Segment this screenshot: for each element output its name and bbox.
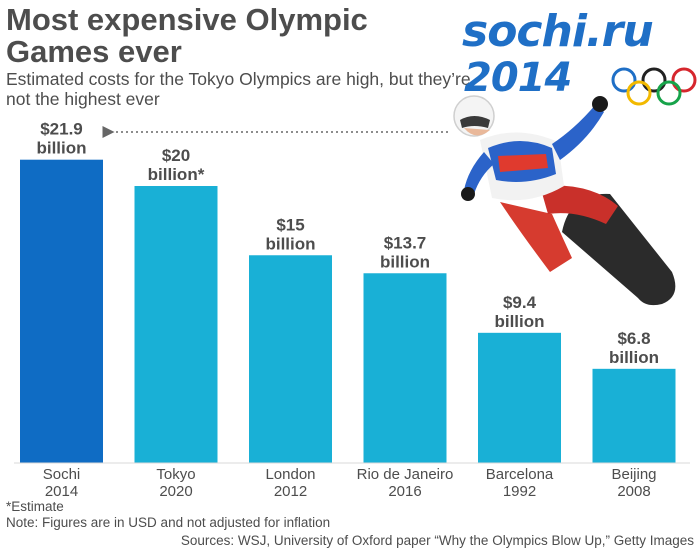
category-label: London (265, 466, 315, 483)
data-label-value: $13.7 (384, 233, 427, 252)
category-label: 1992 (503, 483, 536, 500)
data-label-unit: billion (494, 312, 544, 331)
snowboard-icon (562, 193, 676, 306)
category-label: 2016 (388, 483, 421, 500)
sources-note: Sources: WSJ, University of Oxford paper… (180, 533, 694, 548)
inflation-note: Note: Figures are in USD and not adjuste… (6, 515, 331, 530)
chart-title: Most expensive Olympic Games ever (6, 2, 368, 69)
bar (20, 159, 103, 463)
data-label-value: $21.9 (40, 120, 83, 139)
data-label-unit: billion (380, 252, 430, 271)
bar (478, 332, 561, 463)
data-label-value: $6.8 (617, 329, 650, 348)
bar (363, 273, 447, 463)
estimate-footnote: *Estimate (6, 499, 64, 514)
olympic-rings-icon (611, 67, 697, 106)
bar (592, 368, 676, 463)
category-label: 2014 (45, 483, 78, 500)
category-label: 2020 (159, 483, 192, 500)
data-label-unit: billion* (148, 165, 205, 184)
data-label-unit: billion (609, 348, 659, 367)
data-label-value: $15 (276, 215, 304, 234)
category-label: Rio de Janeiro (357, 466, 454, 483)
bar (249, 255, 332, 463)
data-label-unit: billion (265, 234, 315, 253)
category-label: Tokyo (156, 466, 195, 483)
bar (134, 186, 218, 463)
logo-wordmark-bottom: 2014 (464, 55, 572, 101)
category-label: 2012 (274, 483, 307, 500)
chart-subtitle: Estimated costs for the Tokyo Olympics a… (6, 69, 471, 109)
logo-wordmark-top: sochi.ru (462, 6, 654, 57)
category-label: Sochi (43, 466, 81, 483)
snowboarder-photo (453, 95, 676, 306)
category-label: 2008 (617, 483, 650, 500)
category-label: Beijing (611, 466, 656, 483)
sochi-2014-logo: sochi.ru 2014 (458, 6, 698, 106)
category-label: Barcelona (486, 466, 554, 483)
data-label-value: $20 (162, 146, 190, 165)
data-label-unit: billion (36, 139, 86, 158)
data-label-value: $9.4 (503, 293, 537, 312)
